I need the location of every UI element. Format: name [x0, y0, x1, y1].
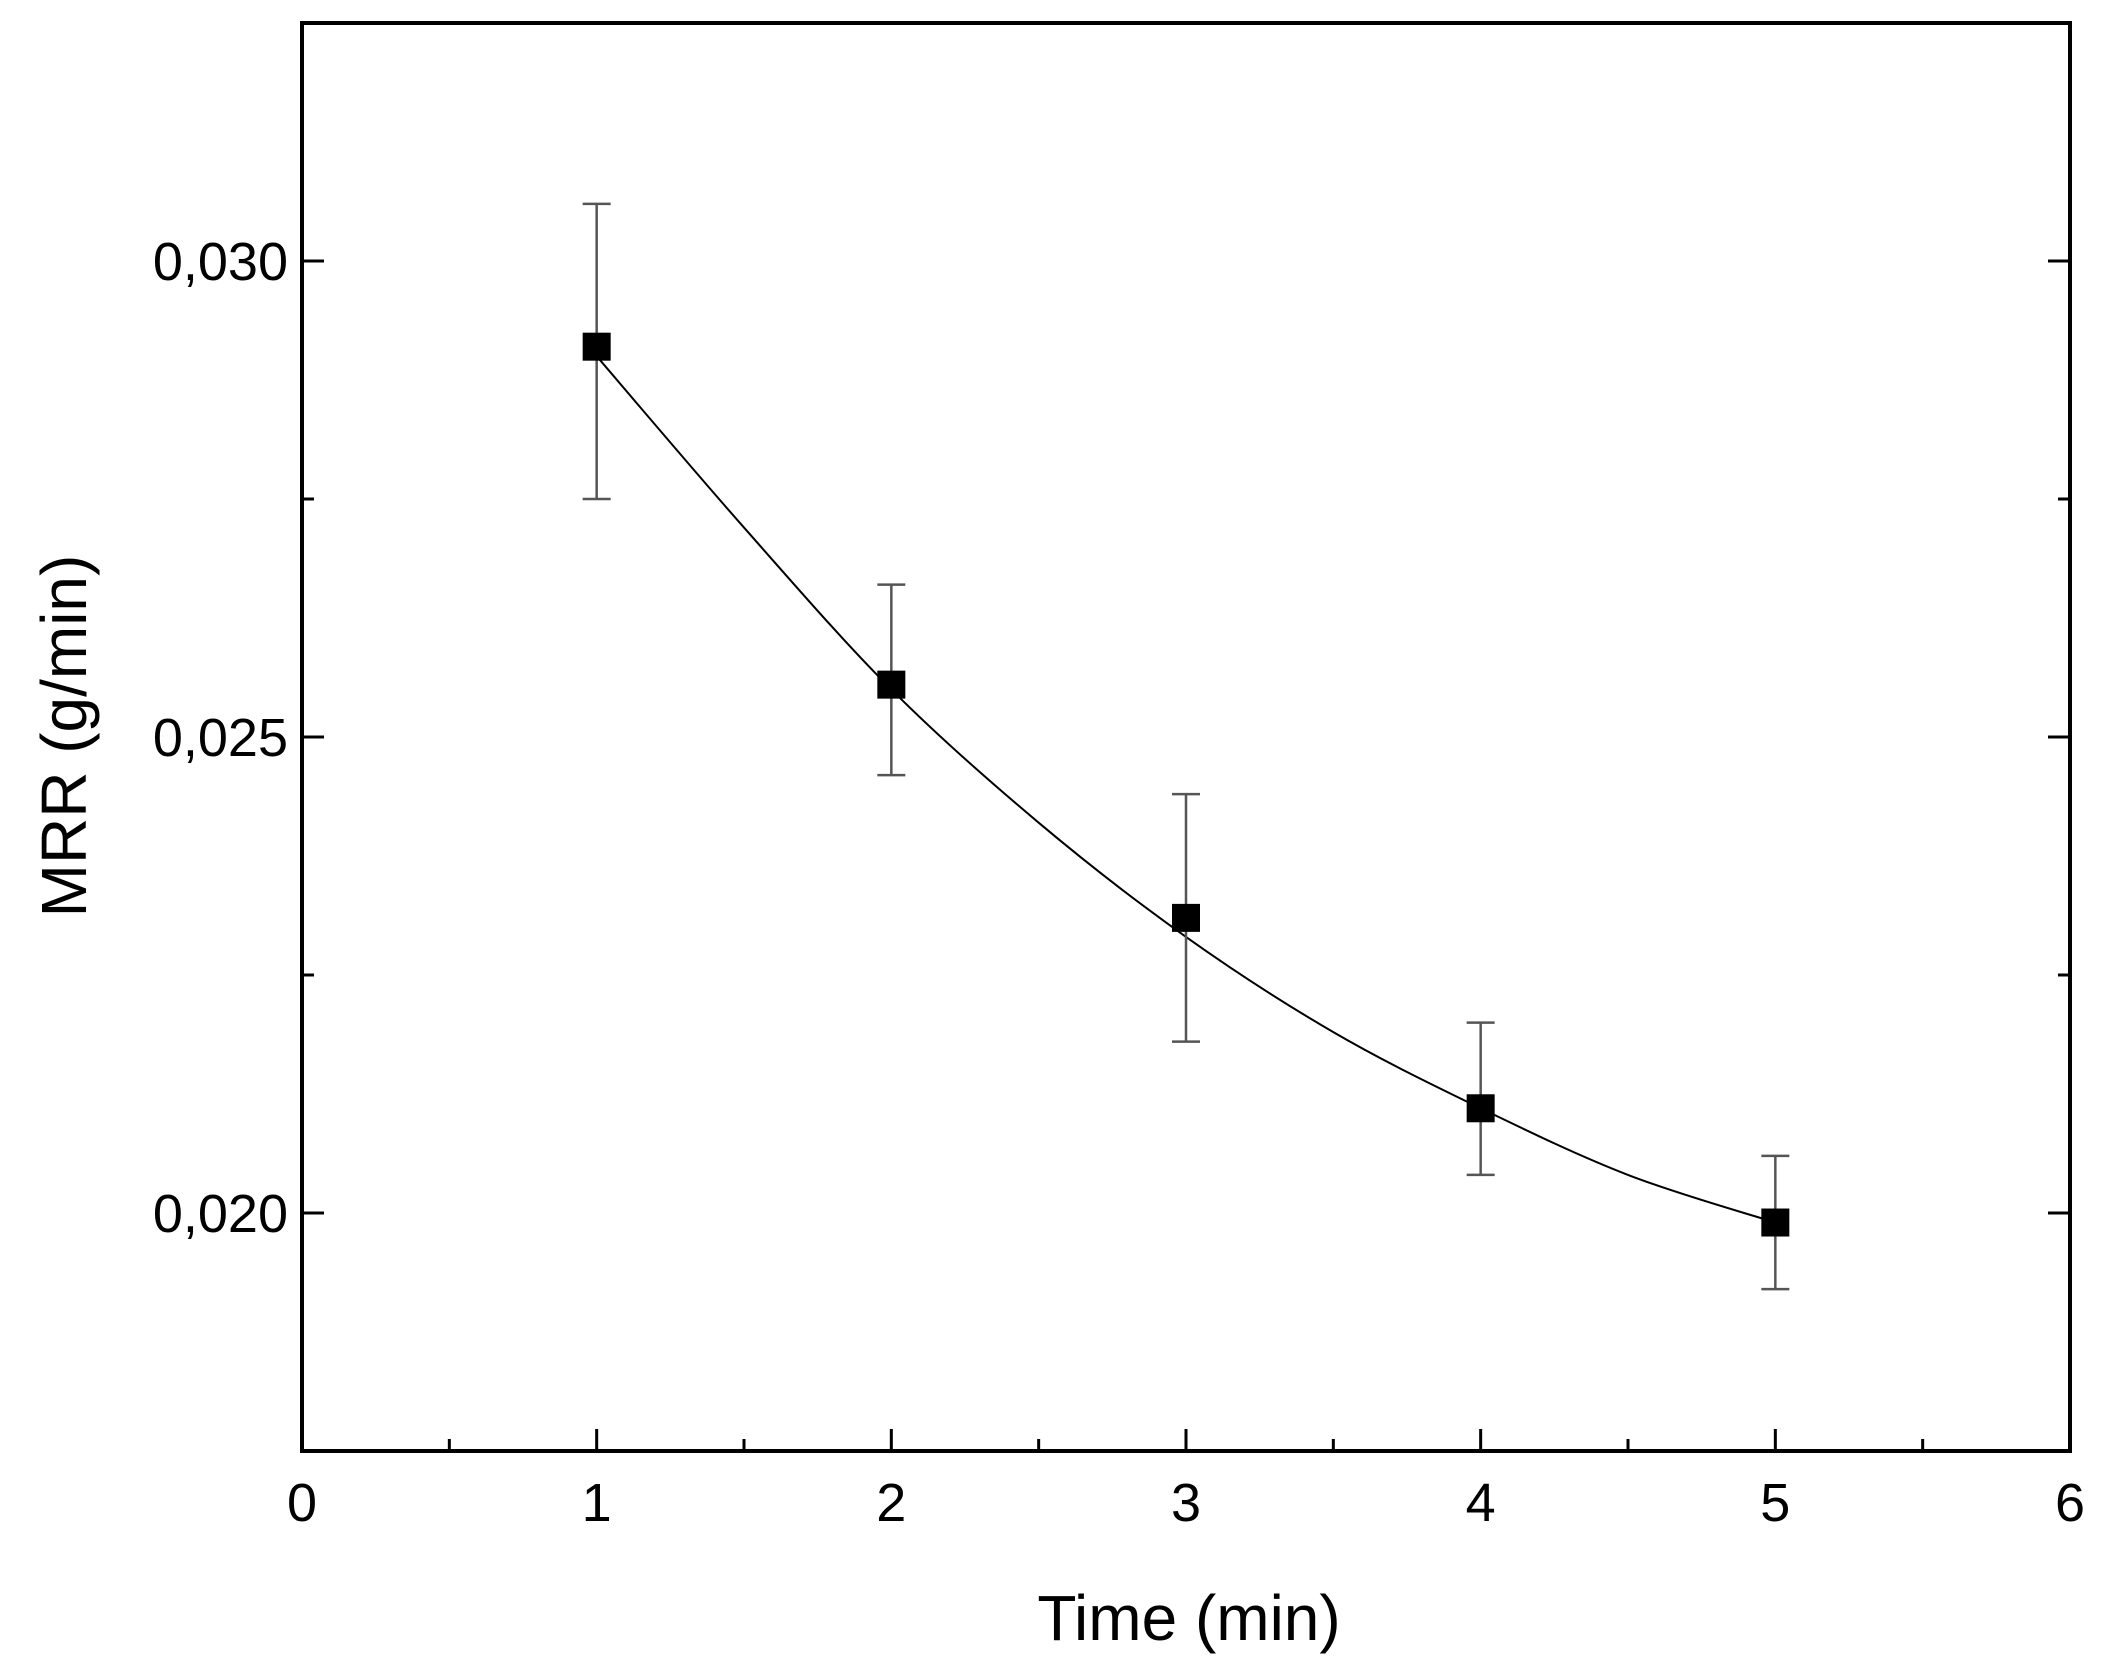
data-point — [1172, 903, 1200, 932]
x-tick-label: 5 — [1760, 1473, 1790, 1533]
x-tick-label: 4 — [1466, 1473, 1496, 1533]
tick-labels: 0 1 2 3 4 5 6 0,020 0,025 0,030 — [153, 232, 2085, 1533]
x-tick-label: 2 — [876, 1473, 906, 1533]
y-tick-label: 0,030 — [153, 232, 288, 292]
data-point — [877, 670, 906, 699]
x-axis-title: Time (min) — [1037, 1582, 1340, 1654]
fit-curve — [595, 355, 1776, 1224]
plot-frame — [300, 21, 2072, 1453]
ticks — [300, 259, 2072, 1451]
y-tick-label: 0,020 — [153, 1184, 288, 1244]
data-point — [582, 332, 611, 361]
error-bars — [582, 202, 1790, 1291]
data-point — [1466, 1094, 1495, 1123]
y-tick-label: 0,025 — [153, 708, 288, 768]
y-axis-title: MRR (g/min) — [28, 555, 100, 918]
x-tick-label: 1 — [582, 1473, 612, 1533]
x-tick-label: 6 — [2055, 1473, 2085, 1533]
x-tick-label: 0 — [287, 1473, 317, 1533]
data-point — [1761, 1208, 1790, 1237]
x-tick-label: 3 — [1171, 1473, 1201, 1533]
data-markers — [582, 332, 1790, 1237]
